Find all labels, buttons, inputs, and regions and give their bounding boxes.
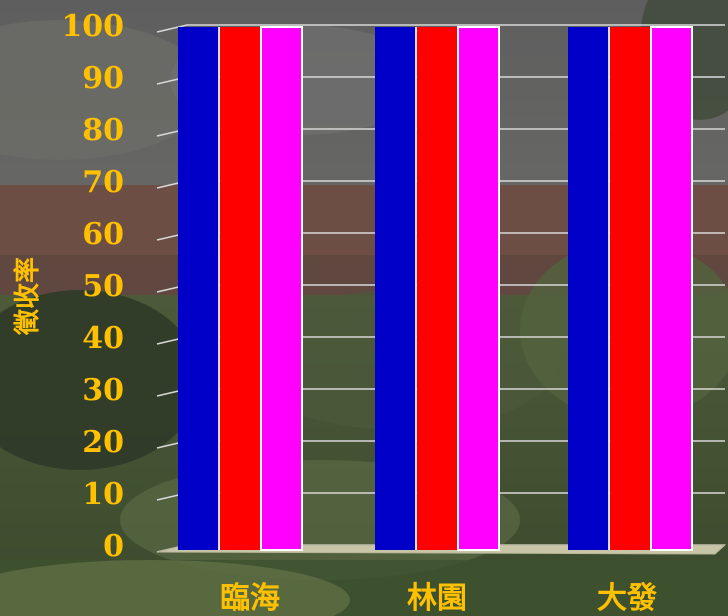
y-tick-label: 70 — [82, 165, 124, 200]
y-tick-label: 50 — [82, 269, 124, 304]
y-tick-label: 90 — [82, 61, 124, 96]
bar — [260, 26, 303, 551]
y-tick-label: 100 — [61, 9, 124, 44]
category-labels: 臨海 林園 大發 — [220, 581, 657, 616]
category-label: 大發 — [597, 581, 657, 616]
y-tick-label: 80 — [82, 113, 124, 148]
y-tick-label: 40 — [82, 321, 124, 356]
category-label: 林園 — [407, 581, 467, 616]
bar — [610, 27, 651, 550]
y-tick-label: 30 — [82, 373, 124, 408]
y-tick-labels: 0 10 20 30 40 50 60 70 80 90 100 — [61, 9, 124, 564]
bar — [220, 27, 261, 550]
bar — [650, 26, 693, 551]
bar — [457, 26, 500, 551]
gridline — [156, 24, 725, 33]
bars — [178, 26, 693, 551]
y-tick-label: 60 — [82, 217, 124, 252]
bar — [178, 27, 219, 550]
y-tick-label: 0 — [103, 529, 124, 564]
y-tick-label: 10 — [82, 477, 124, 512]
category-label: 臨海 — [220, 581, 280, 616]
bar — [417, 27, 458, 550]
bar — [568, 27, 609, 550]
y-axis-label: 徵收率 — [12, 257, 43, 336]
bar — [375, 27, 416, 550]
y-tick-label: 20 — [82, 425, 124, 460]
